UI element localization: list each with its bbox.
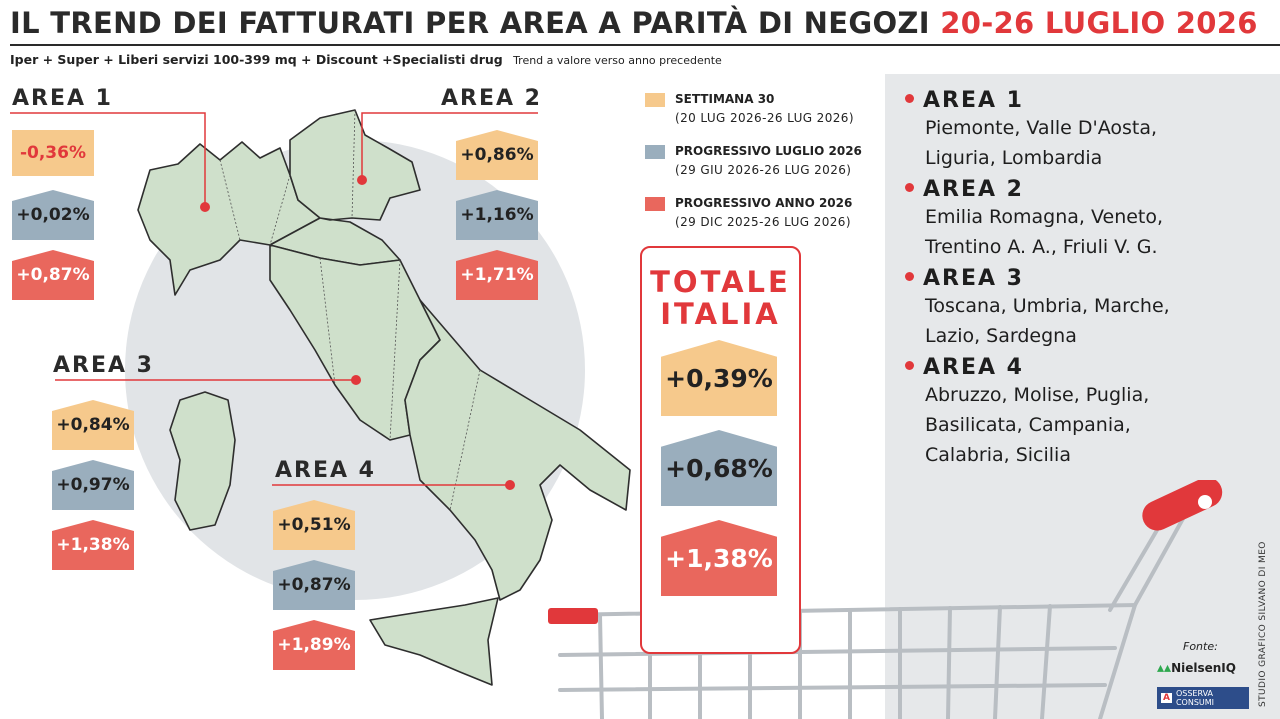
region-heading-label: AREA 1 [923,88,1024,113]
region-heading-label: AREA 3 [923,266,1024,291]
region-heading: AREA 4 [905,355,1170,380]
area-3-dot [351,375,361,385]
region-heading-label: AREA 4 [923,355,1024,380]
area-2-settimana-badge: +0,86% [456,130,538,180]
region-line: Lazio, Sardegna [925,325,1077,347]
region-heading: AREA 3 [905,266,1170,291]
area-3-label: AREA 3 [53,353,154,378]
area-4-anno-badge: +1,89% [273,620,355,670]
totale-anno-badge: +1,38% [661,520,777,596]
legend-swatch-anno [645,197,665,211]
legend-period: (20 LUG 2026-26 LUG 2026) [675,111,854,125]
legend-title: PROGRESSIVO ANNO 2026 [675,196,853,210]
osserva-mark-icon: A [1161,693,1172,703]
totale-luglio-badge: +0,68% [661,430,777,506]
title-main: IL TREND DEI FATTURATI PER AREA A PARITÀ… [10,6,930,40]
nielsen-logo: ▴▴NielsenIQ [1157,660,1236,676]
legend-period: (29 DIC 2025-26 LUG 2026) [675,215,851,229]
area-1-dot [200,202,210,212]
area-2-anno-badge: +1,71% [456,250,538,300]
region-heading: AREA 2 [905,177,1170,202]
italy-map [137,109,631,686]
region-heading: AREA 1 [905,88,1170,113]
area-2-luglio-badge: +1,16% [456,190,538,240]
credit-text: STUDIO GRAFICO SILVANO DI MEO [1258,541,1268,707]
region-list: AREA 1 Piemonte, Valle D'Aosta, Liguria,… [905,88,1170,470]
region-heading-label: AREA 2 [923,177,1024,202]
title-rule [10,44,1280,46]
nielsen-name: NielsenIQ [1171,661,1236,675]
area-1-anno-badge: +0,87% [12,250,94,300]
area-pointers [10,112,538,490]
bullet-dot-icon [905,182,914,192]
region-line: Emilia Romagna, Veneto, [925,206,1164,228]
totale-title-line1: TOTALE [650,265,791,299]
legend-swatch-luglio [645,145,665,159]
legend-title: SETTIMANA 30 [675,92,775,106]
subtitle: Iper + Super + Liberi servizi 100-399 mq… [10,52,722,67]
region-line: Basilicata, Campania, [925,414,1131,436]
area-4-label: AREA 4 [275,458,376,483]
bullet-dot-icon [905,271,914,281]
map-sicily [369,597,499,686]
map-area-4 [404,299,631,601]
totale-settimana-badge: +0,39% [661,340,777,416]
region-line: Liguria, Lombardia [925,147,1103,169]
legend-title: PROGRESSIVO LUGLIO 2026 [675,144,862,158]
region-line: Piemonte, Valle D'Aosta, [925,117,1158,139]
region-line: Trentino A. A., Friuli V. G. [925,236,1158,258]
subtitle-note: Trend a valore verso anno precedente [513,54,722,67]
map-sardinia [169,391,236,531]
page-title: IL TREND DEI FATTURATI PER AREA A PARITÀ… [10,6,1258,40]
source-label: Fonte: [1183,640,1218,653]
osserva-consumi-logo: A OSSERVA CONSUMI [1157,687,1249,709]
area-2-dot [357,175,367,185]
osserva-name: OSSERVA CONSUMI [1175,689,1215,707]
area-4-luglio-badge: +0,87% [273,560,355,610]
legend-period: (29 GIU 2026-26 LUG 2026) [675,163,852,177]
area-3-luglio-badge: +0,97% [52,460,134,510]
region-line: Abruzzo, Molise, Puglia, [925,384,1150,406]
subtitle-bold: Iper + Super + Liberi servizi 100-399 mq… [10,52,503,67]
area-2-label: AREA 2 [441,86,542,111]
region-line: Toscana, Umbria, Marche, [925,295,1170,317]
area-1-label: AREA 1 [12,86,113,111]
totale-italia-box: TOTALE ITALIA +0,39% +0,68% +1,38% [640,246,801,654]
nielsen-mark-icon: ▴▴ [1157,660,1172,676]
bullet-dot-icon [905,93,914,103]
bullet-dot-icon [905,360,914,370]
region-line: Calabria, Sicilia [925,444,1071,466]
area-4-settimana-badge: +0,51% [273,500,355,550]
area-3-settimana-badge: +0,84% [52,400,134,450]
area-1-settimana-badge: -0,36% [12,130,94,176]
title-date: 20-26 LUGLIO 2026 [940,6,1258,40]
area-3-anno-badge: +1,38% [52,520,134,570]
totale-title-line2: ITALIA [660,297,781,331]
legend-swatch-settimana [645,93,665,107]
area-1-luglio-badge: +0,02% [12,190,94,240]
area-4-dot [505,480,515,490]
